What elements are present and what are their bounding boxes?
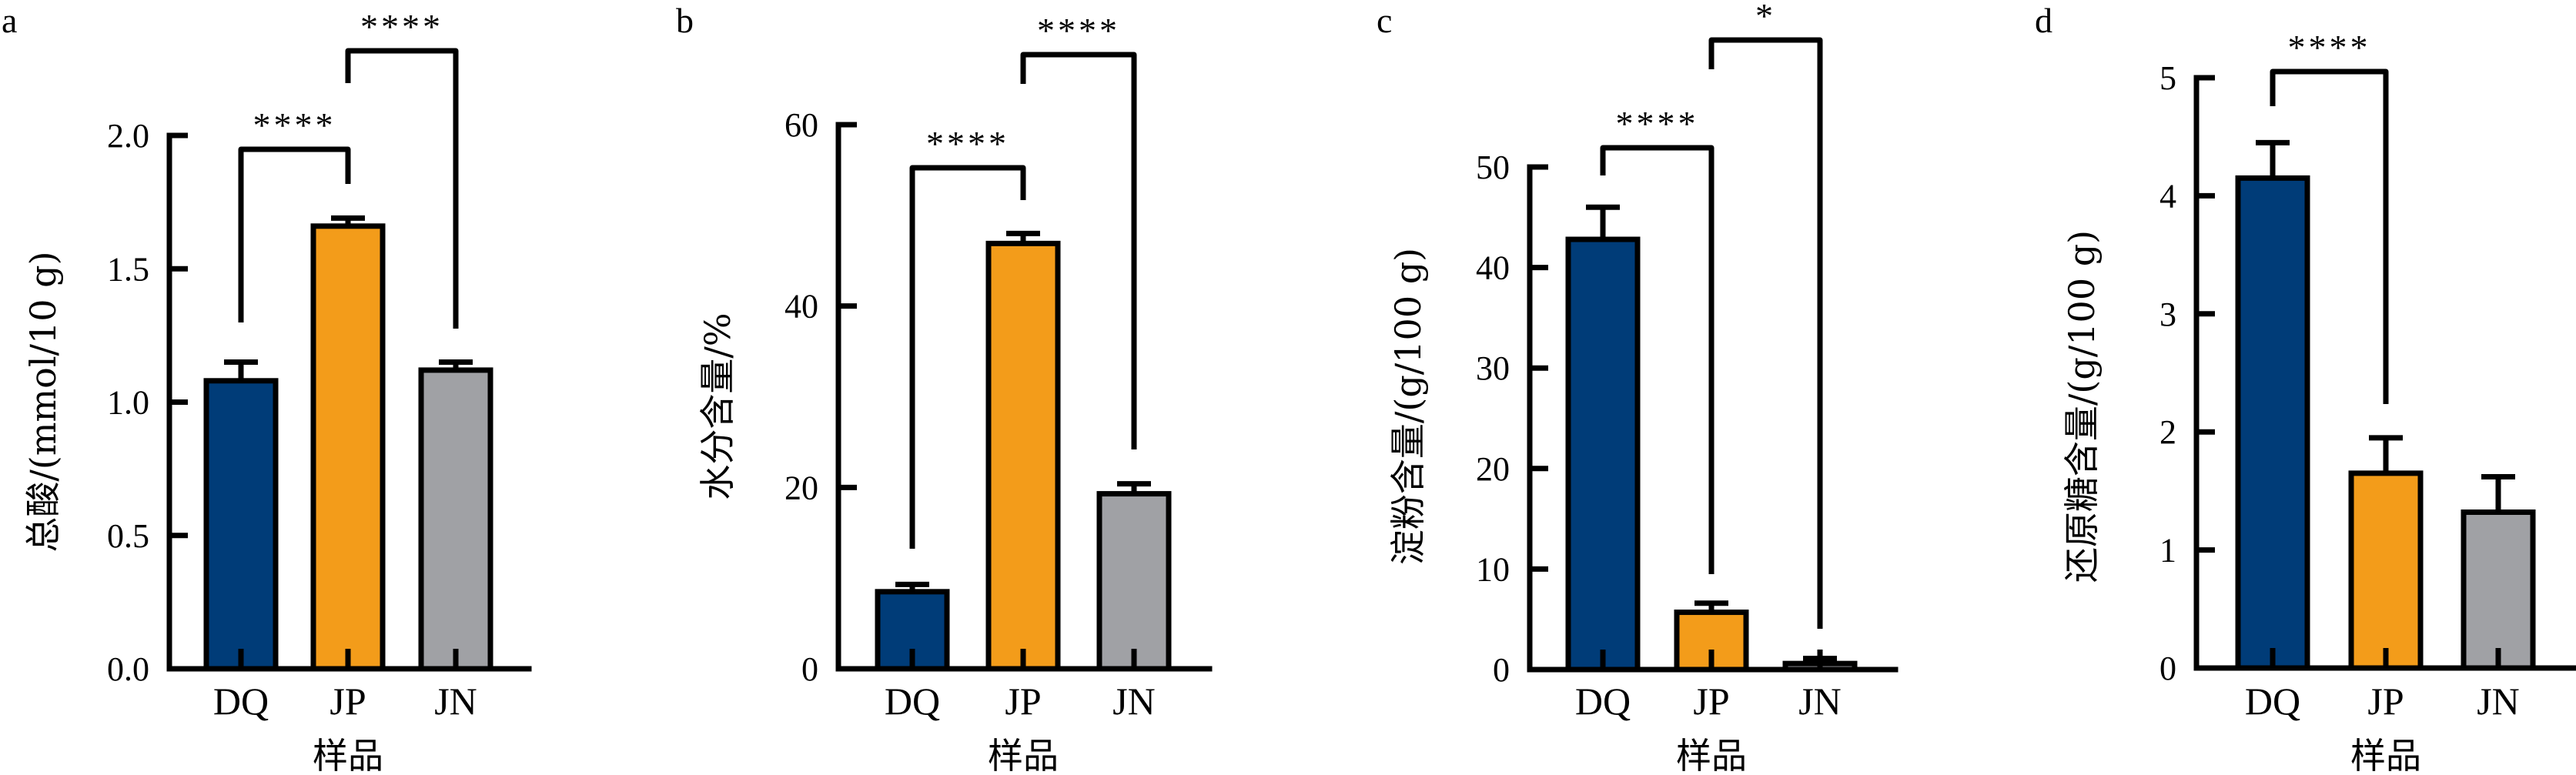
significance-label: ****	[1616, 104, 1699, 143]
y-tick-label: 1.5	[107, 250, 149, 288]
y-tick-label: 3	[2159, 296, 2176, 333]
significance-bracket	[1600, 145, 1715, 574]
y-tick-label: 10	[1476, 550, 1510, 588]
y-axis-title: 淀粉含量/(g/100 g)	[1387, 248, 1429, 565]
x-axis-title: 样品	[2350, 735, 2421, 775]
x-axis-title: 样品	[313, 735, 383, 775]
y-tick-label: 1	[2159, 532, 2176, 570]
y-tick-label: 60	[785, 106, 818, 144]
y-tick-label: 0	[801, 650, 818, 688]
y-tick-label: 30	[1476, 349, 1510, 387]
panel-letter: b	[676, 1, 694, 40]
bar-jn	[2461, 509, 2536, 671]
y-tick-label: 4	[2159, 177, 2176, 215]
bar-jp	[985, 240, 1061, 672]
panel-letter: c	[1377, 1, 1392, 40]
x-tick-label: DQ	[885, 680, 940, 723]
y-axis-title: 还原糖含量/(g/100 g)	[2061, 230, 2103, 583]
significance-label: ****	[253, 105, 336, 145]
x-axis-title: 样品	[988, 735, 1059, 775]
bar-dq	[1565, 236, 1641, 673]
significance-bracket	[1020, 52, 1137, 449]
panel-letter: d	[2035, 1, 2052, 40]
significance-bracket	[238, 146, 351, 322]
panel-c: c 淀粉含量/(g/100 g) 样品 DQ JP JN01020304050***…	[1377, 0, 1899, 775]
bar-jp	[310, 223, 386, 672]
significance-label: *	[1755, 0, 1776, 35]
x-tick-label: JN	[1798, 680, 1842, 723]
panel-b: b 水分含量/% 样品 DQ JP JN 0 20 40 60 **** ****	[676, 1, 1213, 775]
y-tick-label: 0.5	[107, 517, 149, 555]
y-tick-label: 20	[1476, 450, 1510, 488]
bar-dq	[2235, 175, 2310, 671]
y-tick-label: 2.0	[107, 117, 149, 155]
y-tick-label: 0	[2159, 650, 2176, 687]
significance-label: ****	[2288, 28, 2371, 67]
x-axis-title: 样品	[1676, 735, 1747, 775]
y-tick-label: 0	[1493, 651, 1510, 689]
significance-bracket	[345, 48, 459, 329]
x-tick-label: JN	[2477, 680, 2520, 723]
significance-label: ****	[926, 124, 1009, 163]
y-tick-label: 0.0	[107, 650, 149, 688]
y-tick-label: 2	[2159, 413, 2176, 451]
x-tick-label: JN	[434, 680, 477, 723]
panel-d: d 还原糖含量/(g/100 g) 样品 DQ JP JN 0 1 2 3 4 5 ****	[2035, 1, 2576, 775]
y-tick-label: 5	[2159, 59, 2176, 97]
panel-letter: a	[2, 1, 17, 40]
x-tick-label: JP	[1005, 680, 1041, 723]
significance-bracket	[2270, 68, 2389, 404]
y-axis-title: 总酸/(mmol/10 g)	[22, 251, 64, 552]
y-tick-label: 40	[1476, 249, 1510, 287]
x-tick-label: JP	[330, 680, 366, 723]
bar-jn	[1096, 491, 1172, 672]
x-tick-label: DQ	[2245, 680, 2300, 723]
significance-bracket	[1708, 37, 1823, 629]
y-tick-label: 50	[1476, 149, 1510, 186]
significance-label: ****	[360, 7, 443, 46]
x-tick-label: DQ	[1575, 680, 1631, 723]
x-tick-label: DQ	[213, 680, 269, 723]
bar-jp	[2348, 470, 2424, 671]
y-tick-label: 1.0	[107, 384, 149, 422]
bar-jn	[418, 367, 493, 672]
y-tick-label: 20	[785, 469, 818, 506]
panel-a: a 总酸/(mmol/10 g) 样品 DQ JP JN 0.0 0.5 1.0 1.5 2.…	[2, 1, 532, 775]
x-tick-label: JN	[1112, 680, 1156, 723]
significance-label: ****	[1037, 11, 1120, 50]
bar-dq	[203, 378, 279, 672]
x-tick-label: JP	[2367, 680, 2404, 723]
x-tick-label: JP	[1693, 680, 1729, 723]
y-axis-title: 水分含量/%	[697, 312, 738, 499]
y-tick-label: 40	[785, 288, 818, 326]
significance-bracket	[909, 165, 1026, 549]
